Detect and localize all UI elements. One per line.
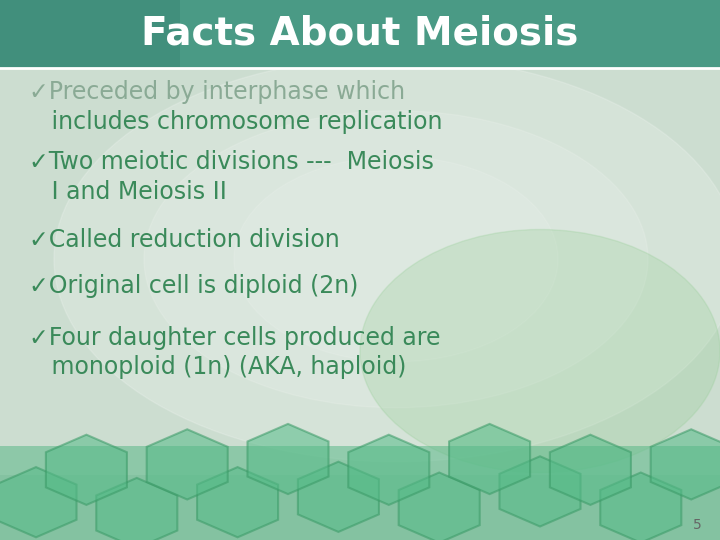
Polygon shape [500, 456, 580, 526]
Text: Facts About Meiosis: Facts About Meiosis [141, 15, 579, 53]
Ellipse shape [54, 57, 720, 462]
Polygon shape [0, 467, 76, 537]
Bar [0, 0, 720, 68]
Text: monoploid (1n) (AKA, haploid): monoploid (1n) (AKA, haploid) [29, 355, 406, 379]
Polygon shape [46, 435, 127, 505]
Polygon shape [298, 462, 379, 532]
Polygon shape [96, 478, 177, 540]
Ellipse shape [144, 111, 648, 408]
Text: I and Meiosis II: I and Meiosis II [29, 180, 227, 204]
Text: ✓Four daughter cells produced are: ✓Four daughter cells produced are [29, 326, 441, 349]
Bar [0, 446, 720, 540]
Polygon shape [600, 472, 681, 540]
Ellipse shape [360, 230, 720, 472]
Polygon shape [399, 472, 480, 540]
Polygon shape [197, 467, 278, 537]
FancyBboxPatch shape [0, 65, 720, 475]
Text: ✓Original cell is diploid (2n): ✓Original cell is diploid (2n) [29, 274, 358, 298]
Polygon shape [651, 429, 720, 500]
Polygon shape [550, 435, 631, 505]
Text: 5: 5 [693, 518, 702, 532]
Polygon shape [449, 424, 530, 494]
Polygon shape [147, 429, 228, 500]
Polygon shape [348, 435, 429, 505]
Polygon shape [248, 424, 328, 494]
Text: includes chromosome replication: includes chromosome replication [29, 110, 442, 133]
Text: ✓Two meiotic divisions ---  Meiosis: ✓Two meiotic divisions --- Meiosis [29, 150, 433, 174]
Ellipse shape [234, 157, 558, 362]
Bar [0, 0, 180, 68]
Text: ✓Preceded by interphase which: ✓Preceded by interphase which [29, 80, 405, 104]
Text: ✓Called reduction division: ✓Called reduction division [29, 228, 340, 252]
